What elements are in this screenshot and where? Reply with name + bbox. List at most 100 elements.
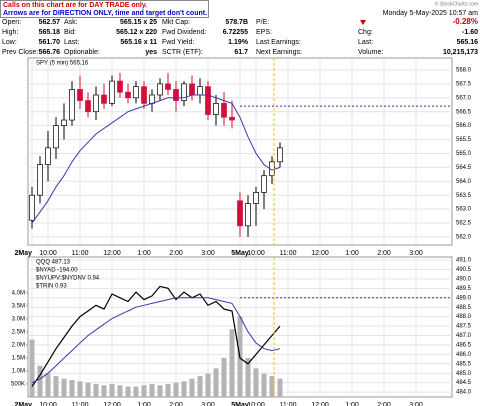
y-tick-label: 3.0M [12, 316, 25, 322]
candle-body [117, 80, 123, 93]
y-tick-label: 488.0 [456, 314, 472, 320]
y-tick-label: 491.0 [456, 258, 472, 264]
candle-body [173, 89, 179, 101]
volume-bar [261, 373, 267, 397]
candle-body [229, 116, 235, 121]
quote-label: Low: [2, 39, 17, 46]
volume-bar [277, 378, 283, 397]
y-tick-label: 567.5 [456, 81, 472, 87]
y-tick-label: 4.0M [12, 290, 25, 296]
quote-value: 566.76 [39, 49, 61, 56]
series-line [31, 297, 281, 384]
y-tick-label: 564.0 [456, 179, 472, 185]
quote-label: EPS: [256, 29, 272, 36]
candle-body [181, 83, 187, 101]
candle-body [141, 86, 147, 104]
x-tick-label: 2:00 [169, 250, 183, 257]
down-arrow [360, 20, 366, 25]
candle-body [125, 91, 131, 99]
quote-value: 6.72255 [223, 29, 248, 36]
x-tick-label: 10:00 [247, 402, 265, 406]
legend-entry: QQQ 487.13 [36, 260, 71, 266]
y-tick-label: 487.5 [456, 324, 472, 330]
volume-bar [101, 385, 107, 397]
x-tick-label: 2May [14, 402, 32, 406]
candle-body [29, 194, 35, 221]
quote-label: Fwd Dividend: [162, 29, 206, 36]
x-tick-label: 12:00 [103, 402, 121, 406]
x-tick-label: 11:00 [72, 402, 89, 406]
candle-body [261, 175, 267, 193]
volume-bar [253, 368, 259, 397]
x-tick-label: 10:00 [39, 402, 57, 406]
quote-label: Last Earnings: [256, 39, 301, 46]
candle-body [109, 80, 115, 104]
volume-bar [29, 339, 35, 397]
y-tick-label: 562.0 [456, 235, 472, 241]
y-tick-label: 488.5 [456, 305, 472, 311]
quote-value: 565.16 x 11 [120, 39, 157, 46]
x-tick-label: 12:00 [311, 250, 329, 257]
y-tick-label: 1.0M [12, 369, 25, 375]
y-tick-label: 486.0 [456, 352, 472, 358]
volume-bar [205, 373, 211, 397]
volume-bar [77, 381, 83, 397]
candle-body [93, 94, 99, 113]
legend-entry: $TRIN 0.93 [36, 284, 67, 290]
notice-line: Arrows are for DIRECTION ONLY, time and … [3, 10, 207, 17]
y-tick-label: 489.5 [456, 286, 472, 292]
quote-value: 562.57 [39, 19, 61, 26]
y-tick-label: 566.5 [456, 109, 472, 115]
candle-body [245, 203, 251, 227]
volume-bar [37, 365, 43, 397]
volume-bar [245, 357, 251, 397]
quote-label: Prev Close: [2, 49, 38, 56]
volume-bar [133, 386, 139, 397]
volume-bar [141, 385, 147, 397]
x-tick-label: 3:00 [201, 402, 215, 406]
quote-label: Fwd Yield: [162, 39, 194, 46]
quote-value: 565.15 x 25 [120, 19, 157, 26]
x-tick-label: 1:00 [345, 250, 359, 257]
volume-bar [149, 383, 155, 397]
volume-bar [85, 382, 91, 397]
y-tick-label: 486.5 [456, 343, 472, 349]
notice-line: Calls on this chart are for DAY TRADE on… [3, 2, 147, 9]
x-tick-label: 11:00 [72, 250, 89, 257]
volume-label: Volume: [358, 49, 383, 56]
volume-bar [93, 383, 99, 397]
quote-label: Bid: [64, 29, 76, 36]
volume-bar [125, 386, 131, 397]
watermark: © StockCharts.com [435, 0, 478, 7]
candle-body [101, 94, 107, 104]
x-tick-label: 1:00 [137, 250, 151, 257]
x-tick-label: 11:00 [280, 402, 297, 406]
volume-bar [197, 376, 203, 397]
y-tick-label: 3.5M [12, 303, 25, 309]
x-tick-label: 1:00 [137, 402, 151, 406]
candle-body [277, 147, 283, 163]
x-tick-label: 5May [231, 402, 249, 406]
x-tick-label: 1:00 [345, 402, 359, 406]
candle-body [77, 89, 83, 101]
candle-body [157, 83, 163, 96]
y-tick-label: 489.0 [456, 295, 472, 301]
candle-body [205, 86, 211, 115]
quote-label: Open: [2, 19, 21, 26]
y-tick-label: 563.5 [456, 193, 472, 199]
candle-body [61, 119, 67, 126]
legend-entry: $NYAD -194.00 [36, 268, 78, 274]
y-tick-label: 566.0 [456, 123, 472, 129]
candle-body [133, 86, 139, 99]
volume-bar [213, 368, 219, 397]
chg: -1.60 [462, 29, 478, 36]
y-tick-label: 485.5 [456, 361, 472, 367]
quote-value: yes [145, 49, 157, 56]
volume: 10,215,173 [443, 49, 478, 56]
volume-bar [157, 385, 163, 397]
quote-label: Last: [64, 39, 79, 46]
y-tick-label: 562.5 [456, 221, 472, 227]
y-tick-label: 487.0 [456, 333, 472, 339]
candle-body [37, 164, 43, 196]
